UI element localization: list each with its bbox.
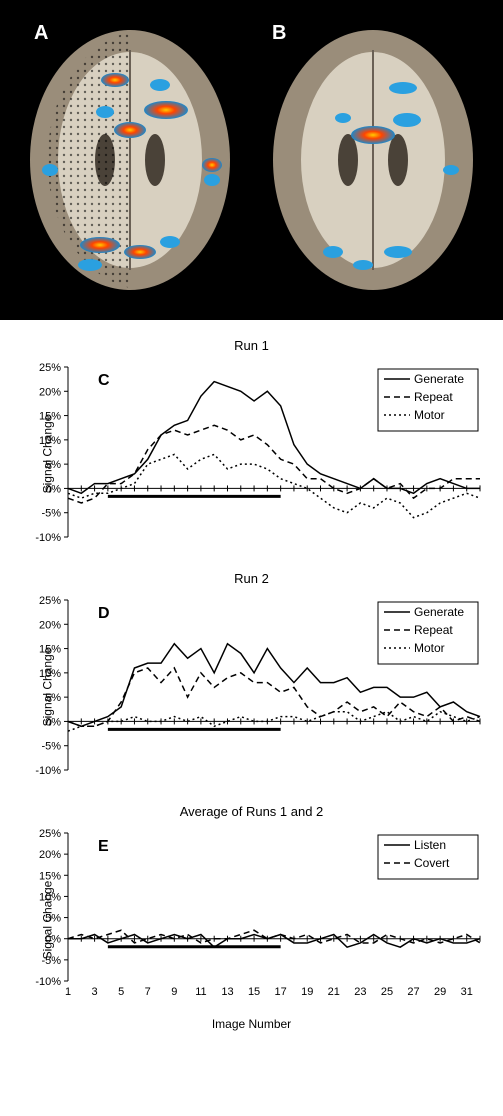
svg-text:3: 3 [92, 986, 98, 998]
svg-text:Covert: Covert [414, 856, 450, 870]
svg-text:25%: 25% [39, 362, 61, 374]
svg-text:19: 19 [301, 986, 313, 998]
brain-scan-a [20, 20, 240, 300]
svg-text:27: 27 [407, 986, 419, 998]
svg-text:Repeat: Repeat [414, 623, 453, 637]
svg-text:1: 1 [65, 986, 71, 998]
svg-text:-10%: -10% [35, 976, 61, 988]
brain-panel: A B 1 [0, 0, 503, 320]
brain-scan-b [263, 20, 483, 300]
chart-plot: Signal Change -10%-5%0%5%10%15%20%25%Gen… [10, 359, 493, 549]
svg-text:25%: 25% [39, 828, 61, 840]
svg-text:Motor: Motor [414, 408, 445, 422]
svg-text:25: 25 [381, 986, 393, 998]
svg-text:31: 31 [461, 986, 473, 998]
svg-text:20%: 20% [39, 849, 61, 861]
svg-text:Generate: Generate [414, 372, 464, 386]
svg-text:Motor: Motor [414, 641, 445, 655]
svg-text:-5%: -5% [41, 508, 61, 520]
svg-text:21: 21 [328, 986, 340, 998]
svg-text:9: 9 [171, 986, 177, 998]
svg-text:-5%: -5% [41, 741, 61, 753]
chart-title: Average of Runs 1 and 2 [10, 804, 493, 819]
figure-container: A B 1 [0, 0, 503, 1035]
svg-text:17: 17 [275, 986, 287, 998]
svg-text:-10%: -10% [35, 532, 61, 544]
svg-text:29: 29 [434, 986, 446, 998]
chart-plot: Signal Change -10%-5%0%5%10%15%20%25%Gen… [10, 592, 493, 782]
chart-run1: Run 1 Signal Change -10%-5%0%5%10%15%20%… [0, 320, 503, 553]
svg-text:D: D [98, 605, 110, 622]
svg-text:C: C [98, 372, 110, 389]
chart-title: Run 2 [10, 571, 493, 586]
chart-plot: Signal Change -10%-5%0%5%10%15%20%25%135… [10, 825, 493, 1015]
svg-text:-10%: -10% [35, 765, 61, 777]
y-axis-label: Signal Change [40, 415, 54, 494]
svg-text:25%: 25% [39, 595, 61, 607]
svg-text:20%: 20% [39, 386, 61, 398]
svg-text:15: 15 [248, 986, 260, 998]
svg-text:Generate: Generate [414, 605, 464, 619]
svg-text:E: E [98, 838, 109, 855]
chart-title: Run 1 [10, 338, 493, 353]
svg-text:20%: 20% [39, 619, 61, 631]
charts-container: Run 1 Signal Change -10%-5%0%5%10%15%20%… [0, 320, 503, 1035]
svg-text:Repeat: Repeat [414, 390, 453, 404]
y-axis-label: Signal Change [40, 881, 54, 960]
svg-text:23: 23 [354, 986, 366, 998]
chart-avg: Average of Runs 1 and 2 Signal Change -1… [0, 786, 503, 1035]
chart-run2: Run 2 Signal Change -10%-5%0%5%10%15%20%… [0, 553, 503, 786]
svg-text:7: 7 [145, 986, 151, 998]
svg-text:5: 5 [118, 986, 124, 998]
y-axis-label: Signal Change [40, 648, 54, 727]
svg-text:11: 11 [195, 986, 206, 998]
svg-text:Listen: Listen [414, 838, 446, 852]
svg-text:13: 13 [221, 986, 233, 998]
x-axis-label: Image Number [10, 1017, 493, 1031]
